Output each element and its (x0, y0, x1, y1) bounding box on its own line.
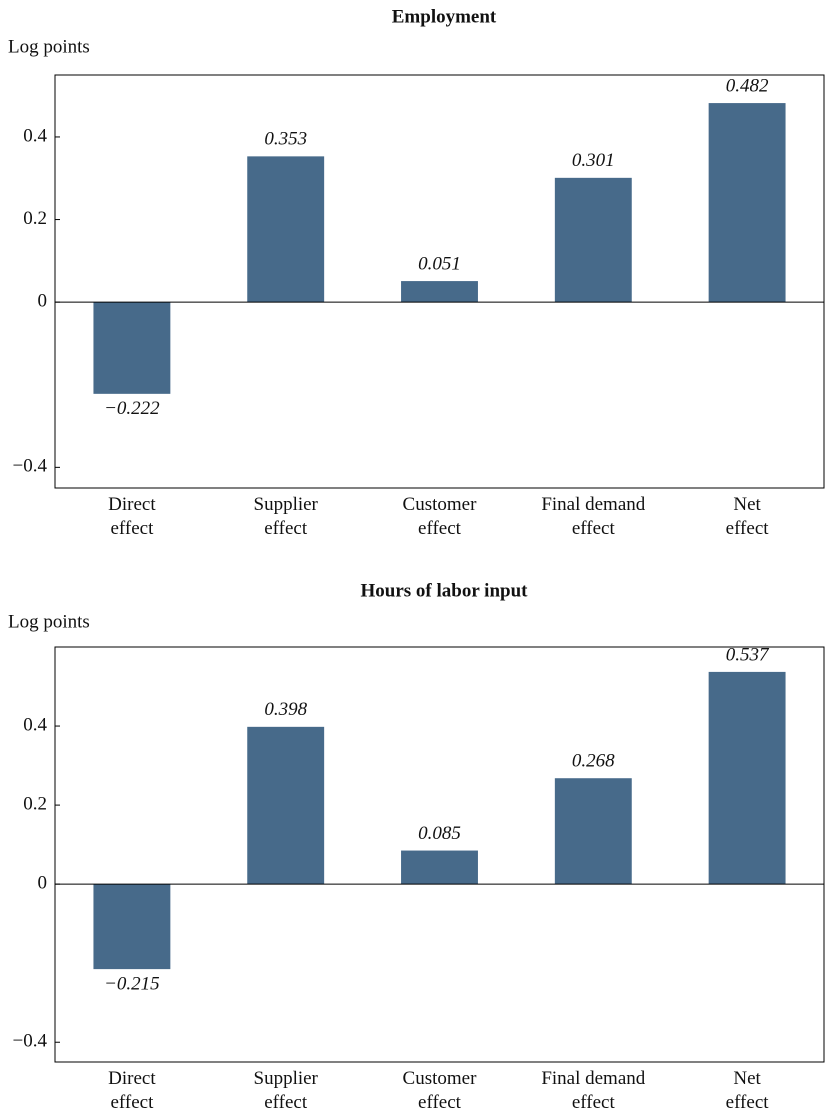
bar (554, 778, 632, 885)
bar (708, 671, 786, 885)
value-label: −0.215 (104, 973, 160, 994)
y-tick-label: −0.4 (13, 1031, 48, 1052)
bar (401, 850, 478, 885)
x-tick-label: Supplier effect (254, 494, 319, 539)
value-label: 0.353 (264, 129, 307, 150)
y-tick-label: 0 (38, 873, 48, 894)
bar (554, 177, 632, 303)
bar (247, 726, 325, 885)
x-tick-label: Net effect (726, 494, 770, 539)
y-axis-label: Log points (8, 611, 90, 632)
y-tick-label: −0.4 (13, 456, 48, 477)
x-tick-label: Customer effect (403, 494, 478, 539)
x-tick-label: Customer effect (403, 1068, 478, 1113)
bar (401, 281, 478, 303)
bar (93, 884, 171, 970)
value-label: 0.051 (418, 253, 461, 274)
value-label: 0.301 (572, 150, 615, 171)
plot-frame (54, 74, 825, 489)
chart-title: Hours of labor input (361, 580, 529, 601)
x-tick-label: Net effect (726, 1068, 770, 1113)
plot-frame (54, 646, 825, 1063)
x-tick-label: Supplier effect (254, 1068, 319, 1113)
y-tick-label: 0.4 (23, 125, 47, 146)
chart-title: Employment (392, 6, 497, 27)
value-label: 0.482 (726, 75, 769, 96)
value-label: 0.398 (264, 699, 307, 720)
x-tick-label: Final demand effect (541, 494, 645, 539)
y-axis-label: Log points (8, 36, 90, 57)
value-label: −0.222 (104, 398, 160, 419)
y-tick-label: 0 (38, 291, 48, 312)
value-label: 0.085 (418, 823, 461, 844)
bar (708, 103, 786, 303)
value-label: 0.268 (572, 751, 615, 772)
y-tick-label: 0.2 (23, 793, 47, 814)
bar (93, 302, 171, 394)
y-tick-label: 0.4 (23, 714, 47, 735)
x-tick-label: Direct effect (108, 494, 156, 539)
y-tick-label: 0.2 (23, 208, 47, 229)
x-tick-label: Direct effect (108, 1068, 156, 1113)
bar (247, 156, 325, 303)
value-label: 0.537 (726, 644, 770, 665)
x-tick-label: Final demand effect (541, 1068, 645, 1113)
